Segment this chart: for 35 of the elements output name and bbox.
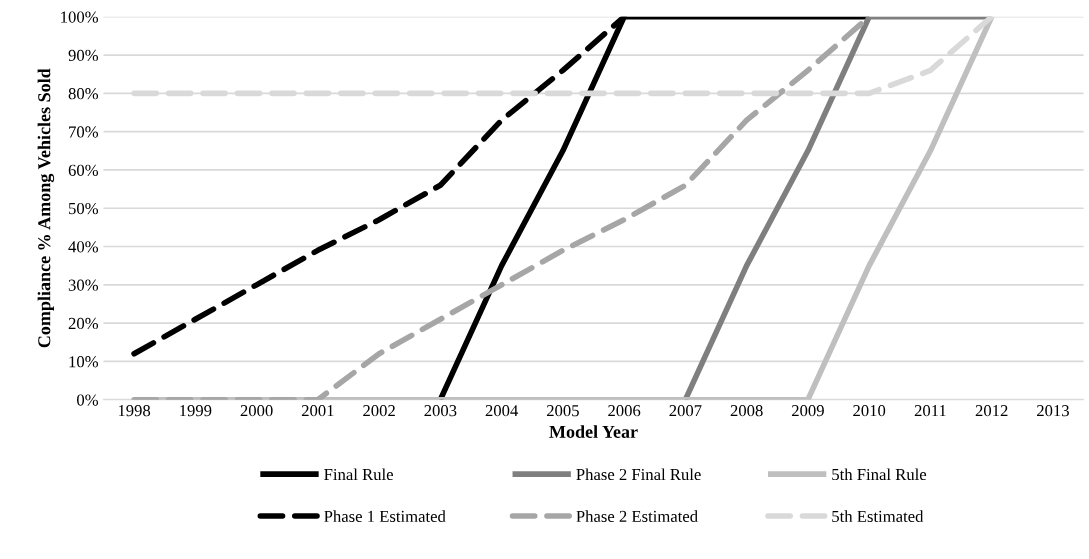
- y-tick-label: 20%: [68, 317, 99, 330]
- x-tick-label: 2001: [301, 405, 334, 417]
- x-tick-label: 2006: [608, 405, 641, 417]
- y-tick-label: 50%: [69, 202, 99, 215]
- y-tick-label: 70%: [69, 126, 99, 138]
- x-axis-title: Model Year: [549, 425, 638, 438]
- y-tick-label: 100%: [61, 11, 99, 23]
- x-tick-label: 2013: [1036, 405, 1069, 417]
- x-tick-label: 2003: [424, 405, 457, 417]
- y-tick-label: 90%: [68, 49, 99, 62]
- y-tick-label: 80%: [68, 88, 99, 100]
- x-tick-label: 1998: [118, 405, 151, 417]
- x-tick-label: 2004: [485, 405, 519, 417]
- x-tick-label: 2009: [791, 405, 824, 417]
- x-tick-label: 2012: [975, 405, 1008, 417]
- legend-label: Phase 2 Estimated: [576, 510, 698, 523]
- legend-label: Final Rule: [324, 468, 393, 481]
- legend-label: 5th Final Rule: [832, 468, 927, 481]
- x-tick-label: 2002: [363, 405, 395, 417]
- x-tick-label: 2008: [730, 405, 763, 417]
- legend-label: Phase 1 Estimated: [324, 510, 446, 523]
- y-tick-label: 30%: [68, 279, 99, 291]
- x-tick-label: 1999: [180, 405, 212, 417]
- y-tick-label: 0%: [77, 394, 99, 406]
- y-axis-title: Compliance % Among Vehicles Sold: [37, 68, 55, 348]
- y-tick-label: 40%: [68, 241, 99, 253]
- legend-label: 5th Estimated: [832, 510, 924, 523]
- x-tick-label: 2005: [546, 405, 579, 417]
- y-tick-label: 60%: [68, 164, 99, 176]
- y-tick-label: 10%: [69, 356, 99, 368]
- x-tick-label: 2010: [853, 405, 886, 417]
- x-tick-label: 2007: [669, 405, 702, 417]
- x-tick-label: 2000: [240, 405, 273, 417]
- legend-label: Phase 2 Final Rule: [576, 468, 701, 481]
- x-tick-label: 2011: [914, 405, 946, 417]
